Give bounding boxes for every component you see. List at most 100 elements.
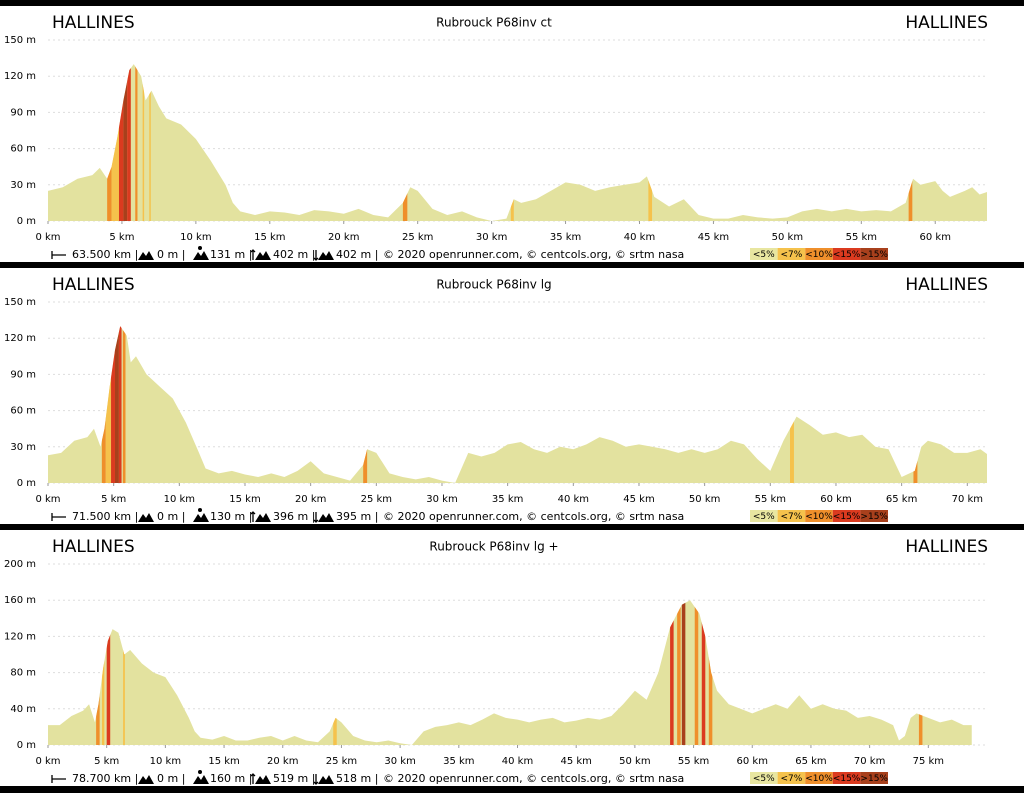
stat: 131 m | bbox=[210, 248, 252, 261]
y-tick-label: 60 m bbox=[10, 406, 36, 417]
peak-icon bbox=[198, 246, 202, 250]
stat: 160 m | bbox=[210, 772, 252, 785]
legend-label: >15% bbox=[860, 512, 888, 522]
down-icon bbox=[313, 774, 319, 785]
bottom-bar bbox=[0, 786, 1024, 793]
legend-label: <7% bbox=[780, 250, 802, 260]
credits: © 2020 openrunner.com, © centcols.org, ©… bbox=[383, 510, 684, 523]
y-tick-label: 150 m bbox=[4, 35, 36, 46]
x-tick-label: 5 km bbox=[109, 232, 134, 243]
mountain-icon bbox=[138, 251, 154, 260]
slope-band bbox=[402, 64, 408, 221]
x-tick-label: 0 km bbox=[35, 756, 60, 767]
x-tick-label: 40 km bbox=[558, 494, 589, 505]
chart-title: Rubrouck P68inv lg bbox=[436, 278, 551, 292]
x-tick-label: 45 km bbox=[560, 756, 591, 767]
y-tick-label: 0 m bbox=[17, 478, 36, 489]
stat: 519 m | bbox=[273, 772, 315, 785]
stat: 78.700 km | bbox=[72, 772, 138, 785]
y-tick-label: 90 m bbox=[10, 369, 36, 380]
y-tick-label: 30 m bbox=[10, 442, 36, 453]
slope-band bbox=[101, 326, 106, 483]
x-tick-label: 20 km bbox=[328, 232, 359, 243]
y-tick-label: 0 m bbox=[17, 740, 36, 751]
slope-band bbox=[708, 600, 713, 745]
x-tick-label: 55 km bbox=[755, 494, 786, 505]
legend-swatch bbox=[805, 772, 833, 784]
x-tick-label: 40 km bbox=[502, 756, 533, 767]
stat: 0 m | bbox=[157, 510, 185, 523]
up-icon bbox=[250, 511, 256, 522]
mountain-icon bbox=[138, 775, 154, 784]
slope-band bbox=[111, 326, 115, 483]
slope-band bbox=[101, 600, 105, 745]
stat: 0 m | bbox=[157, 772, 185, 785]
stat: 71.500 km | bbox=[72, 510, 138, 523]
end-label: HALLINES bbox=[905, 13, 988, 33]
slope-band bbox=[694, 600, 699, 745]
legend-swatch bbox=[750, 510, 778, 522]
x-tick-label: 10 km bbox=[150, 756, 181, 767]
stat: 402 m | bbox=[336, 248, 378, 261]
stat: 395 m | bbox=[336, 510, 378, 523]
slope-band bbox=[105, 326, 112, 483]
mountain-icon bbox=[255, 251, 271, 260]
x-tick-label: 45 km bbox=[698, 232, 729, 243]
legend-label: <15% bbox=[833, 250, 861, 260]
slope-band bbox=[142, 64, 145, 221]
top-bar bbox=[0, 262, 1024, 268]
down-icon bbox=[313, 512, 319, 523]
x-tick-label: 65 km bbox=[886, 494, 917, 505]
legend-swatch bbox=[860, 772, 888, 784]
mountain-icon bbox=[255, 513, 271, 522]
x-tick-label: 10 km bbox=[164, 494, 195, 505]
y-tick-label: 120 m bbox=[4, 333, 36, 344]
legend-label: >15% bbox=[860, 774, 888, 784]
slope-band bbox=[510, 64, 514, 221]
x-tick-label: 25 km bbox=[402, 232, 433, 243]
stat: 63.500 km | bbox=[72, 248, 138, 261]
x-tick-label: 35 km bbox=[443, 756, 474, 767]
y-tick-label: 0 m bbox=[17, 216, 36, 227]
x-tick-label: 70 km bbox=[952, 494, 983, 505]
slope-band bbox=[670, 600, 674, 745]
legend-label: <15% bbox=[833, 512, 861, 522]
chart-title: Rubrouck P68inv ct bbox=[436, 16, 552, 30]
profile-panel: HALLINES HALLINES Rubrouck P68inv lg 0 m 30 … bbox=[0, 262, 1024, 523]
mountain-icon bbox=[318, 251, 334, 260]
x-tick-label: 40 km bbox=[624, 232, 655, 243]
x-tick-label: 70 km bbox=[854, 756, 885, 767]
x-tick-label: 5 km bbox=[94, 756, 119, 767]
y-tick-label: 120 m bbox=[4, 631, 36, 642]
slope-band bbox=[96, 600, 100, 745]
x-tick-label: 30 km bbox=[476, 232, 507, 243]
slope-band bbox=[701, 600, 706, 745]
stat: 396 m | bbox=[273, 510, 315, 523]
slope-band bbox=[913, 326, 918, 483]
stat: 402 m | bbox=[273, 248, 315, 261]
credits: © 2020 openrunner.com, © centcols.org, ©… bbox=[383, 772, 684, 785]
mountain-icon bbox=[193, 775, 209, 784]
x-tick-label: 30 km bbox=[384, 756, 415, 767]
y-tick-label: 80 m bbox=[10, 668, 36, 679]
start-label: HALLINES bbox=[52, 537, 135, 557]
x-tick-label: 5 km bbox=[101, 494, 126, 505]
slope-band bbox=[333, 600, 337, 745]
x-tick-label: 55 km bbox=[678, 756, 709, 767]
top-bar bbox=[0, 0, 1024, 6]
x-tick-label: 15 km bbox=[254, 232, 285, 243]
up-icon bbox=[250, 249, 256, 260]
slope-band bbox=[123, 64, 128, 221]
end-label: HALLINES bbox=[905, 537, 988, 557]
x-tick-label: 75 km bbox=[913, 756, 944, 767]
y-tick-label: 200 m bbox=[4, 559, 36, 570]
stat: 130 m | bbox=[210, 510, 252, 523]
x-tick-label: 10 km bbox=[180, 232, 211, 243]
top-bar bbox=[0, 524, 1024, 530]
legend-swatch bbox=[832, 772, 861, 784]
distance-icon bbox=[51, 251, 66, 259]
legend-label: <7% bbox=[780, 774, 802, 784]
mountain-icon bbox=[318, 775, 334, 784]
x-tick-label: 25 km bbox=[361, 494, 392, 505]
